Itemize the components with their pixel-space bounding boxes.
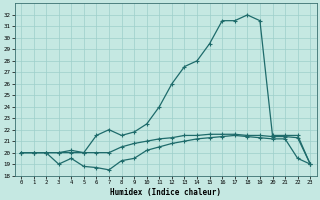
X-axis label: Humidex (Indice chaleur): Humidex (Indice chaleur) bbox=[110, 188, 221, 197]
